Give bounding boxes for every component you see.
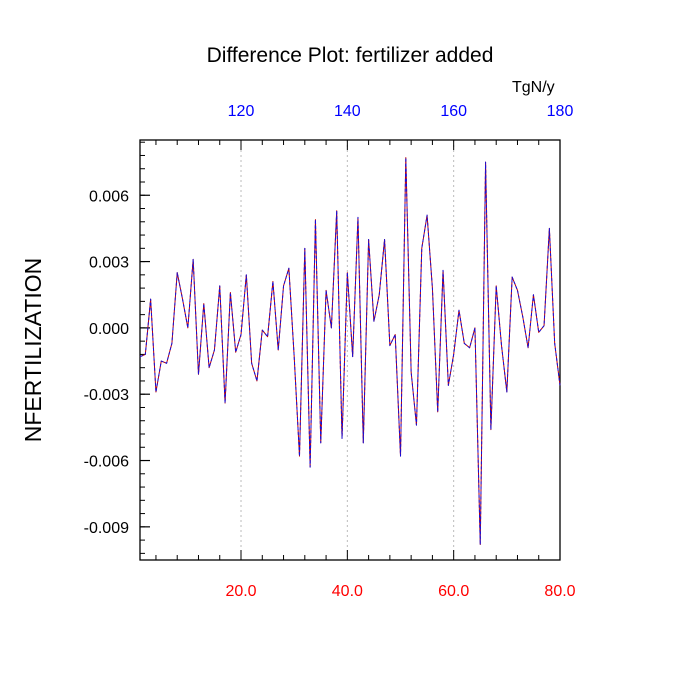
- series-line-0: [139, 157, 561, 546]
- x-bottom-tick-label-0: 20.0: [225, 583, 256, 600]
- y-tick-label-3: -0.003: [84, 387, 129, 404]
- y-tick-label-4: -0.006: [84, 454, 129, 471]
- x-top-tick-label-0: 120: [228, 103, 255, 120]
- y-tick-label-2: 0.000: [89, 321, 129, 338]
- chart-title: Difference Plot: fertilizer added: [206, 44, 494, 67]
- x-bottom-tick-label-2: 60.0: [438, 583, 469, 600]
- x-top-tick-label-3: 180: [547, 103, 574, 120]
- x-top-tick-label-2: 160: [440, 103, 467, 120]
- x-bottom-tick-label-3: 80.0: [544, 583, 575, 600]
- plot-frame: [139, 139, 561, 561]
- y-tick-label-0: 0.006: [89, 188, 129, 205]
- top-axis-units: TgN/y: [512, 79, 555, 96]
- x-bottom-tick-label-1: 40.0: [332, 583, 363, 600]
- y-tick-label-5: -0.009: [84, 520, 129, 537]
- x-top-tick-label-1: 140: [334, 103, 361, 120]
- y-tick-label-1: 0.003: [89, 255, 129, 272]
- series-line-1: [139, 157, 561, 546]
